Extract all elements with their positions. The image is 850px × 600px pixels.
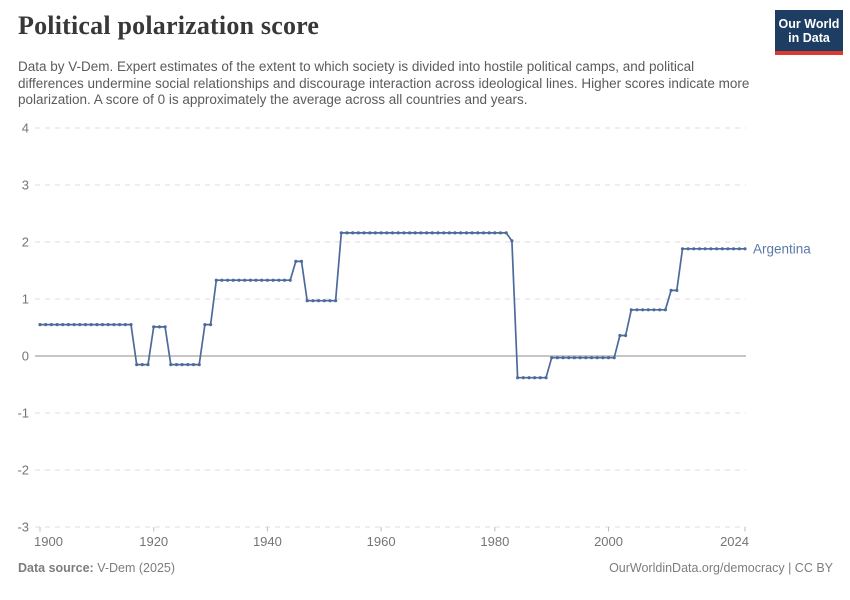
- chart-subtitle: Data by V-Dem. Expert estimates of the e…: [18, 59, 750, 107]
- data-source-label: Data source:: [18, 561, 94, 575]
- svg-text:-1: -1: [17, 406, 29, 421]
- chart-footer: Data source: V-Dem (2025) OurWorldinData…: [18, 561, 833, 575]
- page-title: Political polarization score: [18, 11, 320, 40]
- svg-text:3: 3: [22, 178, 29, 193]
- owid-logo-line2: in Data: [788, 31, 830, 45]
- owid-logo-line1: Our World: [778, 17, 840, 31]
- svg-text:1940: 1940: [253, 534, 282, 549]
- x-axis-ticks: [39, 527, 746, 532]
- series-label: Argentina: [753, 241, 811, 256]
- svg-text:4: 4: [22, 121, 29, 136]
- svg-text:1900: 1900: [34, 534, 63, 549]
- svg-text:2000: 2000: [594, 534, 623, 549]
- owid-logo[interactable]: Our World in Data: [775, 10, 843, 55]
- svg-text:1980: 1980: [480, 534, 509, 549]
- svg-text:2024: 2024: [720, 534, 749, 549]
- data-source: Data source: V-Dem (2025): [18, 561, 175, 575]
- svg-text:1920: 1920: [139, 534, 168, 549]
- x-axis-labels: 1900 1920 1940 1960 1980 2000 2024: [34, 534, 749, 549]
- attribution-link[interactable]: OurWorldinData.org/democracy | CC BY: [609, 561, 833, 575]
- svg-text:-2: -2: [17, 463, 29, 478]
- svg-text:-3: -3: [17, 520, 29, 535]
- svg-text:2: 2: [22, 235, 29, 250]
- svg-text:1960: 1960: [367, 534, 396, 549]
- svg-text:1: 1: [22, 292, 29, 307]
- data-source-value: V-Dem (2025): [93, 561, 176, 575]
- data-points[interactable]: [38, 231, 747, 380]
- y-gridlines: [35, 127, 746, 528]
- svg-text:0: 0: [22, 349, 29, 364]
- y-axis-labels: 4 3 2 1 0 -1 -2 -3: [17, 121, 29, 535]
